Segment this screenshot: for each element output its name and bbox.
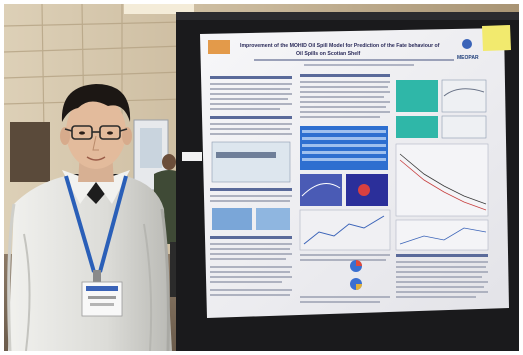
poster-figure-map-small bbox=[211, 141, 291, 183]
poster-column-left bbox=[210, 76, 292, 296]
presenter-hair bbox=[61, 84, 131, 122]
back-doorway bbox=[10, 122, 50, 182]
poster-figure-line-chart bbox=[395, 143, 489, 217]
poster-figure-map-purple bbox=[300, 174, 342, 206]
poster-figure-map-teal-2 bbox=[396, 116, 438, 138]
poster-logo-right-text: MEOPAR bbox=[457, 55, 479, 61]
poster-title-line-1: Improvement of the MOHID Oil Spill Model… bbox=[240, 43, 440, 49]
ceiling-light bbox=[124, 4, 194, 14]
presenter-smile bbox=[86, 156, 106, 161]
poster-logo-right bbox=[462, 39, 472, 49]
poster-column-right bbox=[395, 79, 489, 298]
poster-header: Improvement of the MOHID Oil Spill Model… bbox=[208, 39, 479, 66]
conference-poster-photo: Improvement of the MOHID Oil Spill Model… bbox=[4, 4, 519, 351]
presenter-badge-clip bbox=[93, 270, 101, 282]
poster-figure-blue-box bbox=[212, 208, 252, 230]
poster-table-blue bbox=[300, 126, 388, 170]
background-banner-graphic bbox=[140, 128, 162, 168]
poster-figure-chart-2 bbox=[395, 219, 489, 251]
poster-title-line-2: Oil Spills on Scotian Shelf bbox=[296, 51, 361, 57]
poster-figure-map-coast-2 bbox=[441, 115, 487, 139]
poster-figure-blue-box-2 bbox=[256, 208, 290, 230]
board-number-tag bbox=[182, 152, 202, 161]
sticky-note bbox=[482, 25, 511, 51]
presenter-person bbox=[7, 84, 172, 351]
presenter-lanyard-right bbox=[98, 175, 128, 273]
poster-figure-map-teal bbox=[396, 80, 438, 112]
presenter-lanyard-left bbox=[64, 175, 96, 273]
poster-logo-left bbox=[208, 40, 230, 54]
poster-figure-chart bbox=[299, 209, 391, 251]
poster-figure-map-coast bbox=[441, 79, 487, 113]
photo-frame: Improvement of the MOHID Oil Spill Model… bbox=[4, 4, 519, 351]
poster-column-middle bbox=[299, 74, 391, 303]
presenter-glasses bbox=[64, 125, 128, 140]
